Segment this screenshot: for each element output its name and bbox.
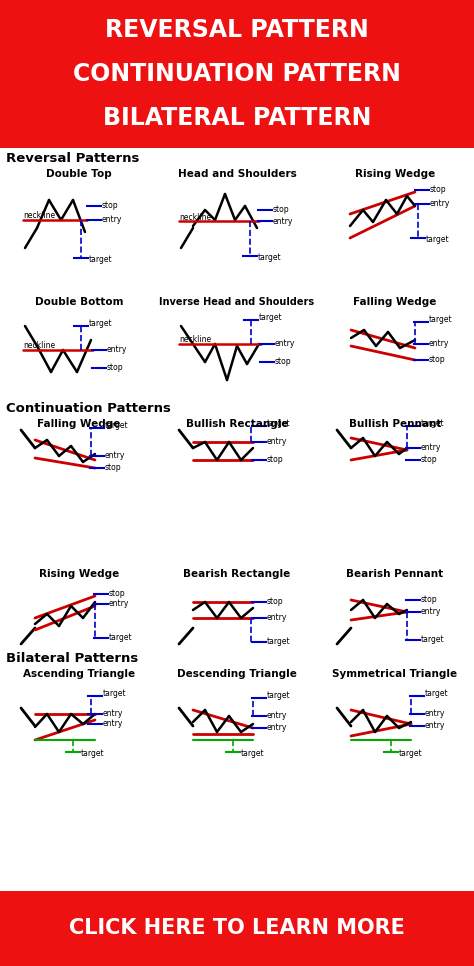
Text: target: target [241, 749, 264, 757]
Text: target: target [103, 690, 127, 698]
Text: stop: stop [275, 357, 292, 366]
Text: target: target [425, 690, 448, 698]
Text: Head and Shoulders: Head and Shoulders [178, 169, 296, 179]
Text: Falling Wedge: Falling Wedge [353, 297, 437, 307]
Text: REVERSAL PATTERN: REVERSAL PATTERN [105, 18, 369, 42]
Text: neckline: neckline [179, 335, 211, 345]
Text: stop: stop [421, 456, 438, 465]
Text: target: target [426, 235, 450, 243]
Text: target: target [421, 419, 445, 429]
Text: entry: entry [103, 709, 123, 719]
Text: Rising Wedge: Rising Wedge [39, 569, 119, 579]
Text: target: target [105, 421, 128, 431]
Text: stop: stop [105, 464, 122, 472]
Text: Ascending Triangle: Ascending Triangle [23, 669, 135, 679]
Text: Bilateral Patterns: Bilateral Patterns [6, 651, 138, 665]
Text: entry: entry [430, 200, 450, 209]
Text: neckline: neckline [23, 212, 55, 220]
Text: entry: entry [267, 712, 287, 721]
Text: target: target [89, 254, 113, 264]
Text: entry: entry [267, 438, 287, 446]
Text: entry: entry [429, 339, 449, 349]
Text: target: target [89, 320, 113, 328]
Text: Bullish Rectangle: Bullish Rectangle [186, 419, 288, 429]
Text: target: target [267, 638, 291, 646]
Text: target: target [81, 749, 105, 757]
Text: entry: entry [107, 346, 128, 355]
Text: target: target [399, 749, 423, 757]
Text: target: target [267, 419, 291, 429]
Text: neckline: neckline [23, 342, 55, 351]
Text: entry: entry [425, 722, 446, 730]
Text: stop: stop [429, 355, 446, 364]
Bar [0, 0, 474, 148]
Text: entry: entry [421, 608, 441, 616]
Text: target: target [267, 692, 291, 700]
Text: stop: stop [267, 456, 283, 465]
Text: Inverse Head and Shoulders: Inverse Head and Shoulders [159, 297, 315, 307]
Text: entry: entry [275, 339, 295, 349]
Text: Falling Wedge: Falling Wedge [37, 419, 121, 429]
Text: target: target [259, 314, 283, 323]
Text: BILATERAL PATTERN: BILATERAL PATTERN [103, 106, 371, 130]
Text: neckline: neckline [179, 213, 211, 221]
Text: Bullish Pennant: Bullish Pennant [349, 419, 441, 429]
Text: target: target [421, 636, 445, 644]
Text: Bearish Rectangle: Bearish Rectangle [183, 569, 291, 579]
Text: entry: entry [273, 216, 293, 225]
Text: Reversal Patterns: Reversal Patterns [6, 152, 139, 164]
Text: stop: stop [109, 589, 126, 599]
Text: entry: entry [103, 720, 123, 728]
Text: entry: entry [425, 709, 446, 719]
Text: stop: stop [107, 363, 124, 373]
Text: Descending Triangle: Descending Triangle [177, 669, 297, 679]
Text: entry: entry [102, 215, 122, 224]
Text: Double Bottom: Double Bottom [35, 297, 123, 307]
Text: Symmetrical Triangle: Symmetrical Triangle [332, 669, 457, 679]
Text: target: target [258, 252, 282, 262]
Text: entry: entry [267, 724, 287, 732]
Text: Bearish Pennant: Bearish Pennant [346, 569, 444, 579]
Text: stop: stop [102, 202, 118, 211]
Text: Rising Wedge: Rising Wedge [355, 169, 435, 179]
Text: target: target [109, 634, 133, 642]
Text: entry: entry [105, 451, 126, 461]
Text: Double Top: Double Top [46, 169, 112, 179]
Bar [0, 891, 474, 966]
Text: stop: stop [273, 206, 290, 214]
Text: CONTINUATION PATTERN: CONTINUATION PATTERN [73, 62, 401, 86]
Text: stop: stop [430, 185, 447, 194]
Text: stop: stop [421, 595, 438, 605]
Text: entry: entry [109, 600, 129, 609]
Text: stop: stop [267, 598, 283, 607]
Text: entry: entry [267, 613, 287, 622]
Text: target: target [429, 316, 453, 325]
Text: CLICK HERE TO LEARN MORE: CLICK HERE TO LEARN MORE [69, 918, 405, 938]
Text: Continuation Patterns: Continuation Patterns [6, 402, 171, 414]
Text: entry: entry [421, 443, 441, 452]
